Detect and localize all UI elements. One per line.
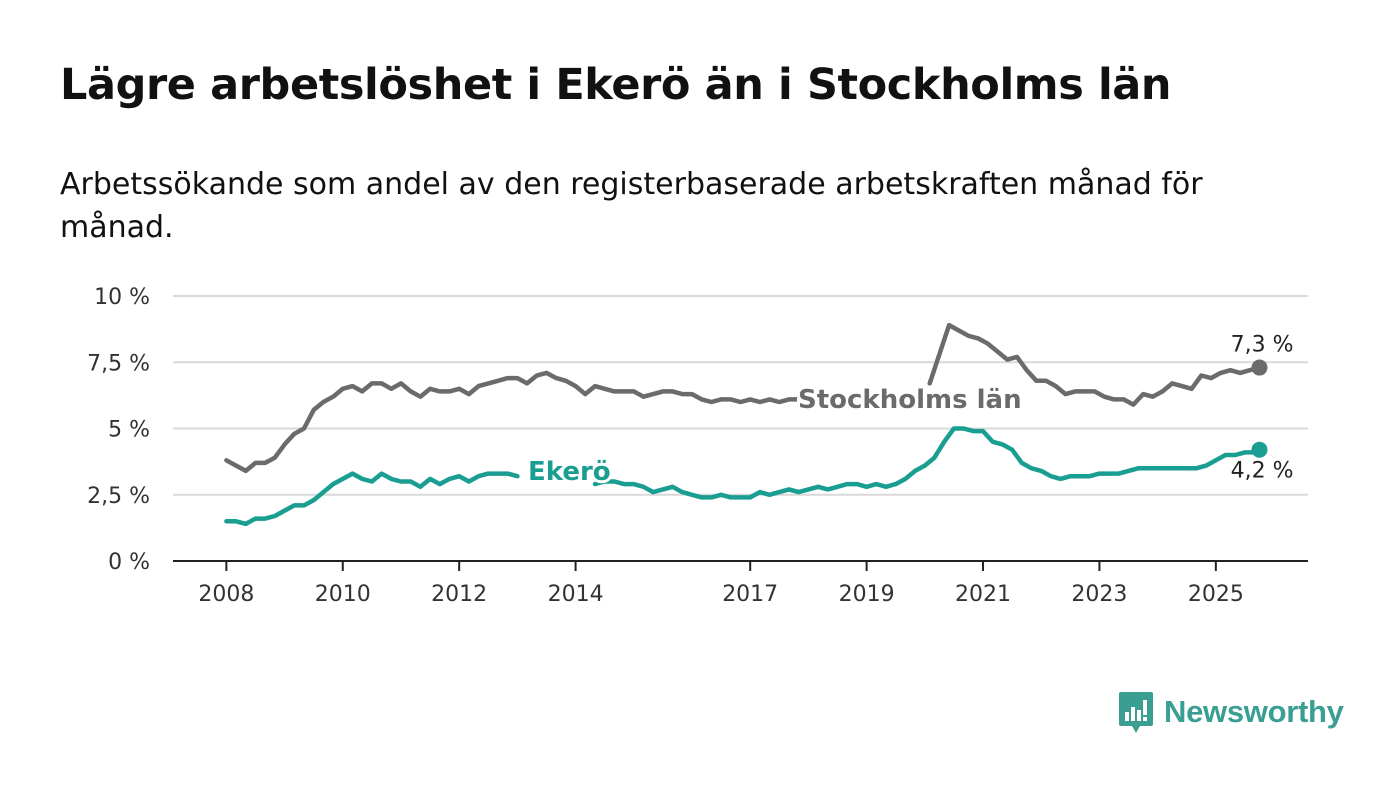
grid-lines <box>173 295 1308 562</box>
series-name-label: Stockholms län <box>798 385 1022 415</box>
x-tick-label: 2014 <box>548 582 604 607</box>
series-end-label: 7,3 % <box>1231 333 1294 358</box>
y-axis-ticks: 0 % 2,5 % 5 % 7,5 % 10 % <box>87 285 150 575</box>
x-tick-label: 2017 <box>722 582 778 607</box>
series-lines <box>224 322 1268 527</box>
series-labels: 7,3 % Stockholms län 4,2 % Ekerö <box>525 333 1294 490</box>
series-end-marker <box>1251 441 1268 458</box>
x-tick-label: 2019 <box>839 582 895 607</box>
x-tick-label: 2008 <box>198 582 254 607</box>
chart-subtitle: Arbetssökande som andel av den registerb… <box>60 167 1203 245</box>
chart-title: Lägre arbetslöshet i Ekerö än i Stockhol… <box>60 60 1172 110</box>
series-line <box>224 471 520 527</box>
series-end-marker <box>1251 359 1268 376</box>
series-line <box>927 322 1262 407</box>
series-end-label: 4,2 % <box>1231 459 1294 484</box>
y-tick-label: 10 % <box>94 285 150 310</box>
series-line <box>224 370 801 474</box>
x-tick-label: 2012 <box>431 582 487 607</box>
series-name-label: Ekerö <box>528 457 611 487</box>
brand-name: Newsworthy <box>1164 694 1344 729</box>
x-axis-ticks: 2008 2010 2012 2014 2017 2019 2021 2023 2025 <box>198 561 1244 607</box>
x-tick-label: 2023 <box>1071 582 1127 607</box>
x-tick-label: 2010 <box>315 582 371 607</box>
x-tick-label: 2025 <box>1188 582 1244 607</box>
y-tick-label: 7,5 % <box>87 351 150 376</box>
bar-chart-speech-bubble-icon <box>1119 692 1153 733</box>
x-tick-label: 2021 <box>955 582 1011 607</box>
y-tick-label: 5 % <box>108 418 150 443</box>
y-tick-label: 2,5 % <box>87 484 150 509</box>
y-tick-label: 0 % <box>108 550 150 575</box>
series-line <box>592 426 1262 500</box>
newsworthy-logo: Newsworthy <box>1118 690 1344 734</box>
